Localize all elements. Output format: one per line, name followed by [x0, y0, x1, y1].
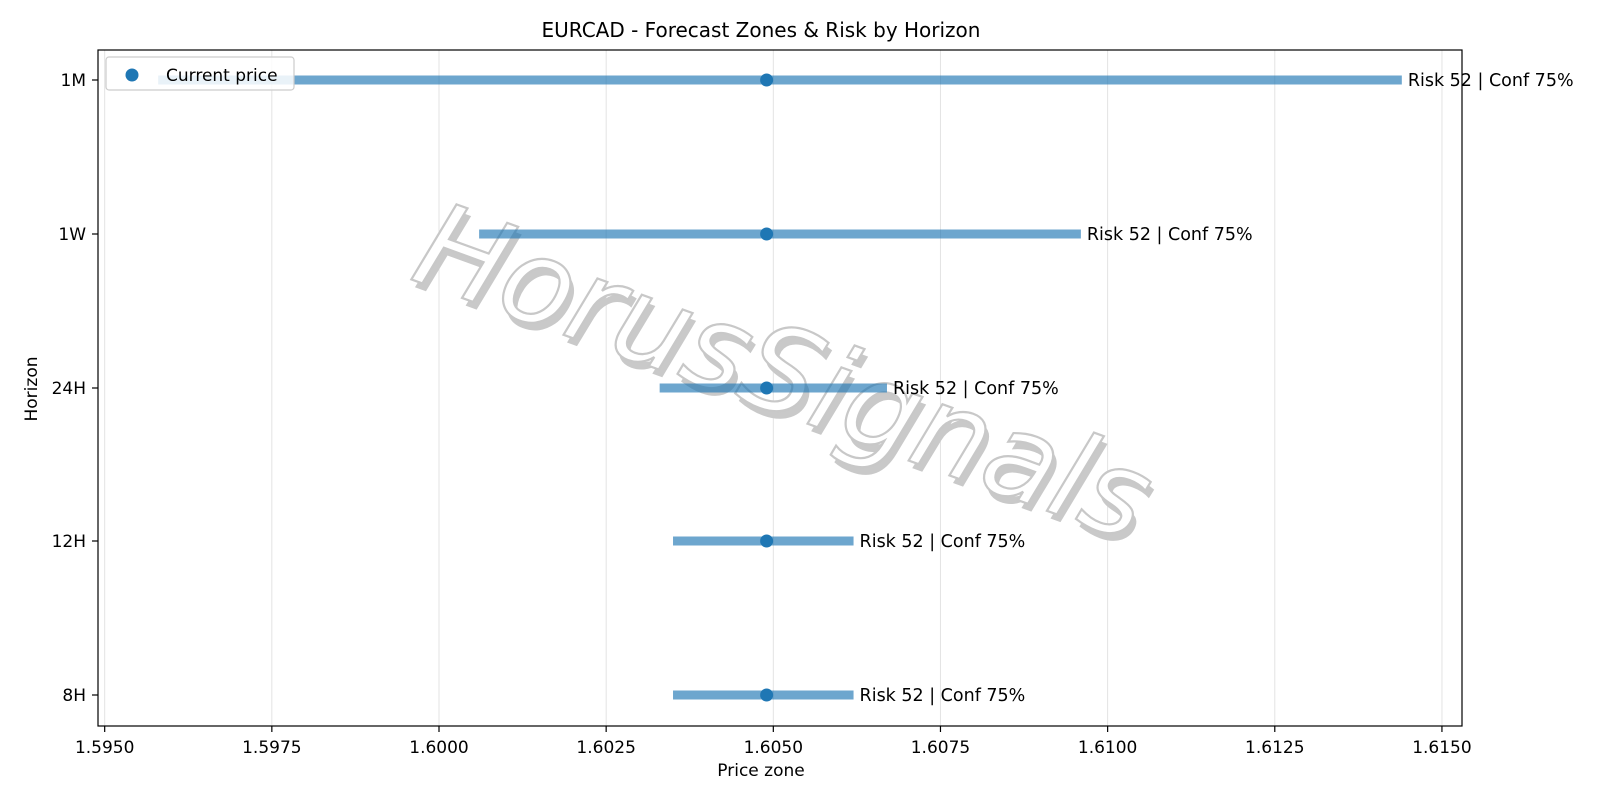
- x-axis: 1.5950 1.5975 1.6000 1.6025 1.6050 1.6075 1.61…: [75, 726, 1472, 758]
- current-price-point: [760, 688, 774, 702]
- legend-marker: [125, 68, 139, 82]
- risk-annotation: Risk 52 | Conf 75%: [860, 686, 1026, 706]
- risk-annotation: Risk 52 | Conf 75%: [893, 379, 1059, 399]
- risk-annotation: Risk 52 | Conf 75%: [860, 532, 1026, 552]
- x-tick-label: 1.6100: [1078, 738, 1137, 758]
- legend: Current price: [105, 56, 295, 91]
- risk-annotation: Risk 52 | Conf 75%: [1408, 71, 1574, 91]
- x-tick-label: 1.6075: [911, 738, 970, 758]
- annotations: Risk 52 | Conf 75% Risk 52 | Conf 75% Risk…: [860, 71, 1574, 706]
- y-tick-label: 1M: [61, 71, 86, 91]
- current-price-point: [760, 227, 774, 241]
- x-axis-title: Price zone: [717, 761, 804, 781]
- y-tick-label: 1W: [58, 225, 86, 245]
- y-tick-label: 12H: [52, 532, 86, 552]
- x-tick-label: 1.6025: [576, 738, 635, 758]
- x-tick-label: 1.6050: [744, 738, 803, 758]
- x-tick-label: 1.5975: [242, 738, 301, 758]
- legend-label: Current price: [166, 66, 278, 86]
- current-price-points: [760, 73, 774, 702]
- current-price-point: [760, 534, 774, 548]
- current-price-point: [760, 381, 774, 395]
- x-tick-label: 1.6125: [1245, 738, 1304, 758]
- grid: [104, 50, 1443, 726]
- y-tick-label: 24H: [52, 379, 86, 399]
- y-axis-title: Horizon: [22, 357, 42, 422]
- x-tick-label: 1.5950: [75, 738, 134, 758]
- legend-box: [105, 56, 295, 91]
- y-axis: 1M 1W 24H 12H 8H: [52, 71, 98, 706]
- x-tick-label: 1.6150: [1412, 738, 1471, 758]
- x-tick-label: 1.6000: [409, 738, 468, 758]
- y-tick-label: 8H: [62, 686, 86, 706]
- current-price-point: [760, 73, 774, 87]
- chart-title: EURCAD - Forecast Zones & Risk by Horizo…: [542, 18, 981, 42]
- risk-annotation: Risk 52 | Conf 75%: [1087, 225, 1253, 245]
